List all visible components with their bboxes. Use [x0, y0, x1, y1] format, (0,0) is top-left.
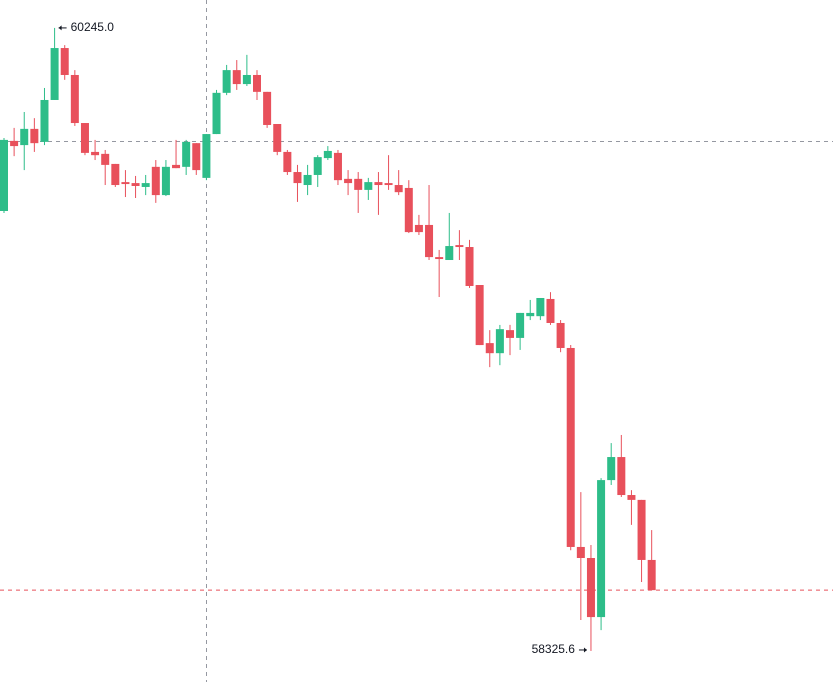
- candle-body: [425, 224, 434, 258]
- candle-body: [384, 183, 393, 186]
- candle-body: [546, 298, 555, 323]
- candle-body: [151, 166, 160, 196]
- candle-body: [404, 187, 413, 233]
- candle-body: [172, 164, 181, 169]
- candle-body: [364, 182, 373, 190]
- candle-body: [516, 312, 525, 338]
- candle-body: [242, 74, 251, 85]
- candle-body: [566, 347, 575, 547]
- candle-body: [627, 495, 636, 500]
- candle-body: [597, 480, 606, 618]
- candle-body: [263, 91, 272, 125]
- candle-body: [495, 329, 504, 354]
- candle-body: [526, 312, 535, 317]
- candle-body: [212, 92, 221, 135]
- candle-body: [506, 330, 514, 338]
- candle-body: [465, 247, 474, 286]
- candle-body: [344, 178, 353, 184]
- candle-body: [80, 123, 89, 153]
- candle-body: [283, 151, 292, 173]
- candle-body: [70, 74, 79, 124]
- plot-area: 60245.0 58325.6: [0, 20, 833, 656]
- candle-body: [50, 48, 59, 100]
- candle-body: [141, 183, 150, 187]
- candle-body: [374, 182, 383, 186]
- candle-body: [293, 172, 302, 184]
- candle-body: [617, 457, 626, 496]
- candle-body: [91, 151, 100, 156]
- candle-body: [354, 178, 363, 190]
- candle-body: [222, 70, 231, 93]
- candle-body: [414, 224, 423, 233]
- candle-body: [475, 285, 484, 346]
- candle-body: [30, 128, 39, 144]
- candle-body: [253, 74, 261, 92]
- candle-body: [313, 157, 322, 175]
- candle-body: [121, 182, 130, 185]
- annotation-label: 60245.0: [71, 20, 115, 34]
- candle-body: [232, 70, 241, 85]
- annotation-arrowhead: [58, 25, 62, 31]
- candle-body: [161, 166, 170, 196]
- candle-body: [10, 140, 19, 147]
- candle-body: [607, 457, 616, 481]
- candle-body: [394, 185, 403, 193]
- annotation-arrowhead: [583, 647, 587, 653]
- candle-body: [556, 322, 565, 348]
- candle-body: [435, 257, 444, 260]
- candle-body: [0, 139, 8, 211]
- candle-body: [40, 99, 49, 142]
- candle-body: [445, 246, 454, 261]
- candle-body: [192, 143, 201, 171]
- candle-body: [455, 245, 464, 248]
- candle-body: [647, 559, 656, 591]
- candle-body: [576, 546, 585, 558]
- candle-body: [182, 141, 191, 167]
- candle-body: [303, 174, 312, 186]
- candle-body: [111, 163, 120, 186]
- candle-body: [202, 134, 211, 178]
- candle-body: [323, 150, 332, 159]
- candle-body: [273, 124, 282, 152]
- candle-body: [485, 343, 494, 354]
- candle-body: [586, 558, 595, 618]
- candle-body: [131, 183, 140, 186]
- candle-body: [536, 297, 545, 317]
- annotation-label: 58325.6: [532, 642, 576, 656]
- candle-body: [333, 152, 342, 181]
- candle-body: [637, 499, 646, 560]
- candle-body: [60, 48, 69, 75]
- candle-body: [20, 128, 29, 146]
- candle-body: [101, 153, 110, 165]
